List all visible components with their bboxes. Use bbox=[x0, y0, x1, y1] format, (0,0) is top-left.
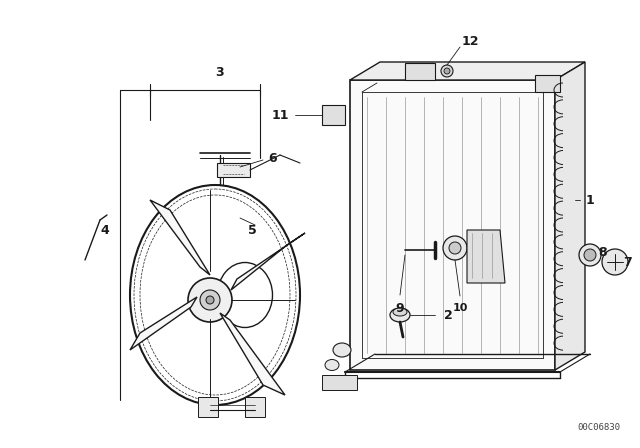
Ellipse shape bbox=[325, 359, 339, 370]
Circle shape bbox=[449, 242, 461, 254]
Polygon shape bbox=[535, 75, 560, 92]
Polygon shape bbox=[198, 397, 218, 417]
Circle shape bbox=[206, 296, 214, 304]
Polygon shape bbox=[130, 297, 197, 350]
Text: 11: 11 bbox=[271, 108, 289, 121]
Circle shape bbox=[200, 290, 220, 310]
Text: 5: 5 bbox=[248, 224, 257, 237]
Polygon shape bbox=[217, 163, 250, 177]
Text: 2: 2 bbox=[444, 309, 452, 322]
Polygon shape bbox=[555, 62, 585, 370]
Polygon shape bbox=[322, 105, 345, 125]
Text: 12: 12 bbox=[461, 34, 479, 47]
Circle shape bbox=[188, 278, 232, 322]
Polygon shape bbox=[150, 200, 210, 275]
Polygon shape bbox=[245, 397, 265, 417]
Polygon shape bbox=[231, 233, 305, 290]
Polygon shape bbox=[350, 62, 585, 80]
Ellipse shape bbox=[390, 308, 410, 322]
Circle shape bbox=[602, 249, 628, 275]
Circle shape bbox=[443, 236, 467, 260]
Polygon shape bbox=[322, 375, 357, 390]
Circle shape bbox=[584, 249, 596, 261]
Circle shape bbox=[444, 68, 450, 74]
Polygon shape bbox=[350, 80, 555, 370]
Text: 7: 7 bbox=[623, 255, 632, 268]
Text: 00C06830: 00C06830 bbox=[577, 423, 620, 432]
Ellipse shape bbox=[333, 343, 351, 357]
Text: 9: 9 bbox=[396, 302, 404, 314]
Text: 8: 8 bbox=[598, 246, 607, 258]
Polygon shape bbox=[220, 313, 285, 395]
Text: 6: 6 bbox=[269, 151, 277, 164]
Text: 3: 3 bbox=[216, 65, 224, 78]
Polygon shape bbox=[467, 230, 505, 283]
Text: 10: 10 bbox=[452, 303, 468, 313]
Text: 4: 4 bbox=[100, 224, 109, 237]
Text: 1: 1 bbox=[586, 194, 595, 207]
Polygon shape bbox=[405, 63, 435, 80]
Ellipse shape bbox=[393, 308, 407, 316]
Circle shape bbox=[579, 244, 601, 266]
Circle shape bbox=[441, 65, 453, 77]
